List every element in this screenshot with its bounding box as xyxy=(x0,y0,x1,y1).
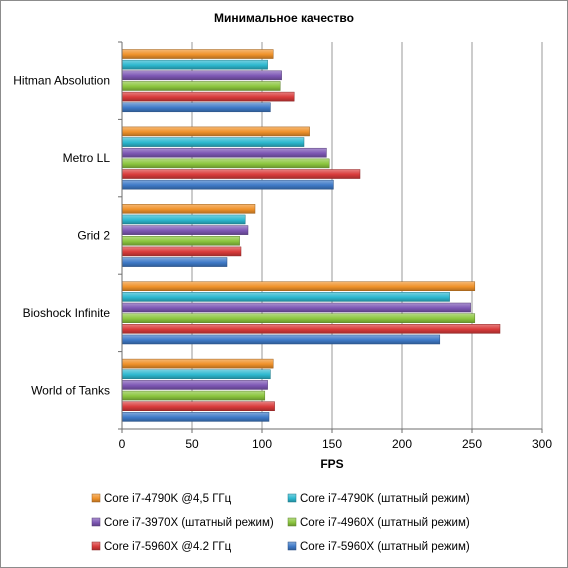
legend-label: Core i7-5960X @4.2 ГГц xyxy=(104,541,232,553)
bar-grid-2-series-6 xyxy=(121,257,228,267)
bar-metro-ll-series-4 xyxy=(121,158,330,169)
category-label-bioshock-infinite: Bioshock Infinite xyxy=(23,306,111,320)
bar-hitman-absolution-series-5 xyxy=(121,91,295,102)
bar-metro-ll-series-5 xyxy=(121,169,361,179)
bar-metro-ll-series-6 xyxy=(121,179,334,190)
bar-grid-2-series-4 xyxy=(121,236,240,246)
x-tick-label: 0 xyxy=(119,437,126,451)
legend-item-4: Core i7-4960X (штатный режим) xyxy=(287,517,470,529)
legend-swatch xyxy=(287,541,297,551)
bar-bioshock-infinite-series-5 xyxy=(121,324,501,334)
category-labels: Hitman Absolution Metro LL Grid 2 Bioshock … xyxy=(13,74,110,398)
bar-world-of-tanks-series-1 xyxy=(121,358,274,369)
bar-grid-2-series-5 xyxy=(121,246,242,257)
bar-world-of-tanks-series-5 xyxy=(121,401,275,412)
x-tick-label: 300 xyxy=(532,437,552,451)
legend-swatch xyxy=(91,517,101,527)
category-label-world-of-tanks: World of Tanks xyxy=(31,383,110,397)
axes xyxy=(118,41,543,433)
legend-item-3: Core i7-3970X (штатный режим) xyxy=(91,517,274,529)
legend-swatch xyxy=(91,493,101,503)
category-label-metro-ll: Metro LL xyxy=(63,151,111,165)
legend-label: Core i7-4960X (штатный режим) xyxy=(300,517,470,529)
bar-hitman-absolution-series-4 xyxy=(121,81,281,91)
bar-world-of-tanks-series-4 xyxy=(121,390,266,401)
bar-grid-2-series-2 xyxy=(121,214,246,225)
legend-label: Core i7-5960X (штатный режим) xyxy=(300,541,470,553)
bar-grid-2-series-1 xyxy=(121,204,256,214)
bar-bioshock-infinite-series-3 xyxy=(121,302,471,313)
bar-metro-ll-series-2 xyxy=(121,137,305,147)
legend-item-2: Core i7-4790K (штатный режим) xyxy=(287,493,470,505)
bar-world-of-tanks-series-6 xyxy=(121,412,270,422)
bar-hitman-absolution-series-2 xyxy=(121,59,268,70)
bar-bioshock-infinite-series-6 xyxy=(121,334,441,345)
bar-world-of-tanks-series-2 xyxy=(121,369,271,380)
bars xyxy=(121,49,501,422)
category-label-hitman-absolution: Hitman Absolution xyxy=(13,74,110,88)
bar-world-of-tanks-series-3 xyxy=(121,380,268,390)
legend-label: Core i7-3970X (штатный режим) xyxy=(104,517,274,529)
x-tick-label: 200 xyxy=(392,437,412,451)
legend-item-5: Core i7-5960X @4.2 ГГц xyxy=(91,541,232,553)
x-tick-label: 100 xyxy=(252,437,272,451)
bar-metro-ll-series-1 xyxy=(121,126,310,137)
legend-swatch xyxy=(287,517,297,527)
x-tick-label: 50 xyxy=(185,437,199,451)
x-axis-label: FPS xyxy=(320,457,343,471)
legend-item-6: Core i7-5960X (штатный режим) xyxy=(287,541,470,553)
legend-item-1: Core i7-4790K @4,5 ГГц xyxy=(91,493,232,505)
bar-hitman-absolution-series-6 xyxy=(121,102,271,113)
x-tick-label: 150 xyxy=(322,437,342,451)
chart-title: Минимальное качество xyxy=(214,11,354,25)
legend-label: Core i7-4790K (штатный режим) xyxy=(300,493,470,505)
legend-swatch xyxy=(91,541,101,551)
bar-bioshock-infinite-series-1 xyxy=(121,281,476,292)
bar-hitman-absolution-series-3 xyxy=(121,70,282,81)
bar-hitman-absolution-series-1 xyxy=(121,49,274,59)
bar-bioshock-infinite-series-2 xyxy=(121,292,450,302)
x-tick-label: 250 xyxy=(462,437,482,451)
x-tick-labels: 0 50 100 150 200 250 300 xyxy=(119,437,553,451)
bar-bioshock-infinite-series-4 xyxy=(121,313,476,323)
legend: Core i7-4790K @4,5 ГГц Core i7-4790K (шта… xyxy=(91,493,470,553)
bar-metro-ll-series-3 xyxy=(121,147,327,158)
category-label-grid-2: Grid 2 xyxy=(77,229,110,243)
legend-swatch xyxy=(287,493,297,503)
legend-label: Core i7-4790K @4,5 ГГц xyxy=(104,493,232,505)
bar-grid-2-series-3 xyxy=(121,225,249,235)
